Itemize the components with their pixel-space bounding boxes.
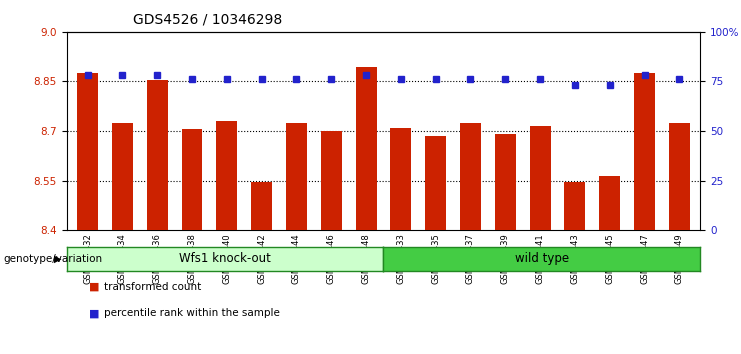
- Bar: [460, 123, 481, 230]
- Text: genotype/variation: genotype/variation: [4, 254, 103, 264]
- Bar: [251, 182, 272, 230]
- Text: ▶: ▶: [54, 254, 62, 264]
- Text: wild type: wild type: [515, 252, 569, 265]
- Bar: [112, 123, 133, 230]
- Text: ■: ■: [89, 308, 99, 318]
- Bar: [669, 123, 690, 230]
- Bar: [599, 176, 620, 230]
- Bar: [147, 80, 167, 230]
- Bar: [182, 129, 202, 230]
- Bar: [634, 73, 655, 230]
- Text: transformed count: transformed count: [104, 282, 201, 292]
- Text: percentile rank within the sample: percentile rank within the sample: [104, 308, 279, 318]
- Bar: [321, 131, 342, 230]
- Bar: [286, 123, 307, 230]
- Bar: [530, 126, 551, 230]
- Bar: [425, 136, 446, 230]
- Text: Wfs1 knock-out: Wfs1 knock-out: [179, 252, 271, 265]
- Bar: [356, 67, 376, 230]
- Text: GDS4526 / 10346298: GDS4526 / 10346298: [133, 12, 282, 27]
- Bar: [495, 134, 516, 230]
- Text: ■: ■: [89, 282, 99, 292]
- Bar: [391, 128, 411, 230]
- Bar: [216, 121, 237, 230]
- Bar: [77, 73, 98, 230]
- Bar: [565, 182, 585, 230]
